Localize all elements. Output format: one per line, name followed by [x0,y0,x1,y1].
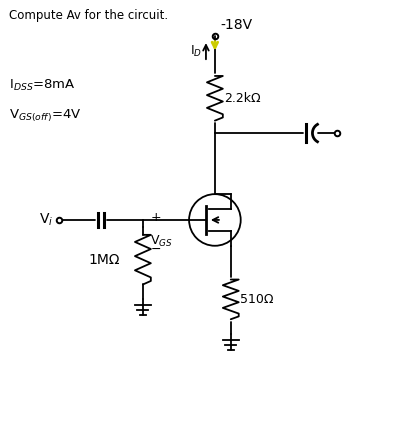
Text: I$_D$: I$_D$ [190,44,202,59]
Text: Compute Av for the circuit.: Compute Av for the circuit. [9,9,168,22]
Text: 510Ω: 510Ω [240,293,273,306]
Text: V$_i$: V$_i$ [39,212,53,228]
Text: +: + [150,211,161,224]
Text: $-$: $-$ [150,242,162,255]
Text: 2.2kΩ: 2.2kΩ [224,92,260,105]
Text: -18V: -18V [221,18,253,32]
Text: V$_{GS}$: V$_{GS}$ [150,234,173,249]
Text: V$_{GS(off)}$=4V: V$_{GS(off)}$=4V [9,108,81,124]
Text: 1MΩ: 1MΩ [88,253,120,266]
Text: I$_{DSS}$=8mA: I$_{DSS}$=8mA [9,78,76,94]
